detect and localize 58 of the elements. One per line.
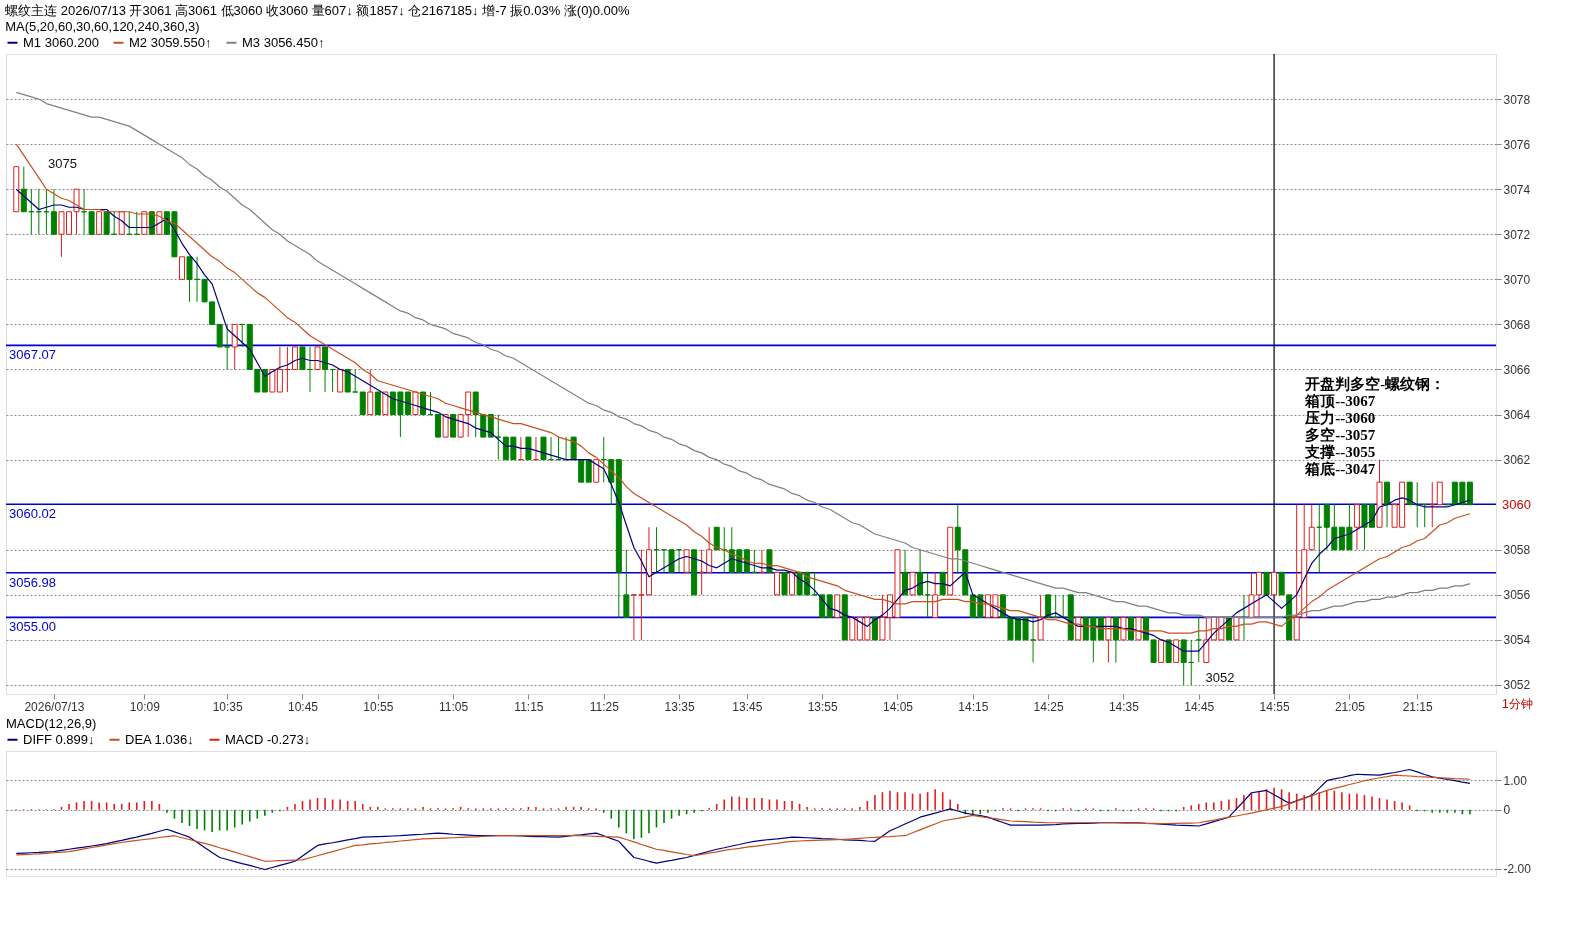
- ref-line-label: 3056.98: [9, 574, 56, 590]
- chart-title: MACD(12,26,9): [6, 716, 97, 731]
- y-tick-label: 3058: [1503, 543, 1531, 558]
- x-tick-label: 13:35: [664, 699, 695, 714]
- legend-label: MACD -0.273↓: [225, 731, 311, 747]
- x-tick-label: 11:25: [589, 699, 620, 714]
- y-tick-label: 3074: [1503, 182, 1531, 197]
- y-tick-label: 3070: [1503, 272, 1531, 287]
- legend-label: M3 3056.450↑: [242, 34, 325, 50]
- legend-label: DIFF 0.899↓: [23, 731, 95, 747]
- y-tick-label: 3052: [1503, 678, 1531, 693]
- y-tick-label: -2.00: [1503, 862, 1532, 877]
- y-tick-label: 3076: [1503, 137, 1531, 152]
- x-tick-label: 13:45: [732, 699, 763, 714]
- ref-line-label: 3055.00: [9, 619, 56, 635]
- y-tick-label: 3064: [1503, 408, 1531, 423]
- x-tick-label: 14:15: [958, 699, 989, 714]
- annotation: 3052: [1205, 670, 1235, 685]
- x-tick-label: 10:55: [363, 699, 394, 714]
- y-tick-label: 3056: [1503, 588, 1531, 603]
- chart-subtitle: MA(5,20,60,30,60,120,240,360,3): [5, 19, 200, 34]
- x-tick-label: 11:15: [514, 699, 544, 714]
- x-tick-label: 21:15: [1402, 699, 1434, 714]
- y-tick-label: 1.00: [1503, 773, 1528, 788]
- x-tick-label: 21:05: [1334, 699, 1366, 714]
- legend-label: DEA 1.036↓: [125, 731, 194, 747]
- annotation: 压力--3060: [1304, 410, 1376, 427]
- y-tick-label: 0: [1503, 803, 1511, 818]
- y-tick-label: 3062: [1503, 453, 1531, 468]
- chart-title: 螺纹主连 2026/07/13 开3061 高3061 低3060 收3060 量607↓ 额1857↓ 仓2167185↓ 增-7 振0.03% 涨(0)0.00%: [5, 3, 630, 18]
- text: 1分钟: [1502, 697, 1533, 711]
- x-tick-label: 10:45: [287, 699, 319, 714]
- y-tick-label: 3054: [1503, 633, 1531, 648]
- x-tick-label: 14:55: [1259, 699, 1290, 714]
- x-tick-label: 14:25: [1033, 699, 1064, 714]
- annotation: 箱顶--3067: [1304, 393, 1376, 410]
- x-tick-label: 2026/07/13: [24, 699, 85, 714]
- legend-label: M2 3059.550↑: [129, 34, 212, 50]
- x-tick-label: 10:09: [129, 699, 161, 714]
- x-tick-label: 14:35: [1108, 699, 1140, 714]
- y-tick-label: 3068: [1503, 317, 1531, 332]
- legend-label: M1 3060.200: [23, 34, 99, 50]
- annotation: 多空--3057: [1305, 426, 1376, 444]
- y-tick-label: 3078: [1503, 92, 1531, 107]
- y-tick-label: 3072: [1503, 227, 1531, 242]
- x-tick-label: 11:05: [439, 699, 469, 714]
- annotation: 箱底--3047: [1304, 460, 1376, 478]
- x-tick-label: 10:35: [212, 699, 243, 714]
- x-tick-label: 14:05: [882, 699, 914, 714]
- ref-line-label: 3067.07: [9, 347, 56, 363]
- y-tick-label: 3066: [1503, 362, 1531, 377]
- x-tick-label: 13:55: [807, 699, 839, 714]
- x-tick-label: 14:45: [1184, 699, 1215, 714]
- annotation: 3075: [48, 156, 77, 172]
- annotation: 支撑--3055: [1304, 444, 1376, 461]
- ref-line-label: 3060.02: [9, 506, 56, 522]
- text: 3060: [1502, 496, 1531, 512]
- annotation: 开盘判多空-螺纹钢：: [1304, 375, 1446, 393]
